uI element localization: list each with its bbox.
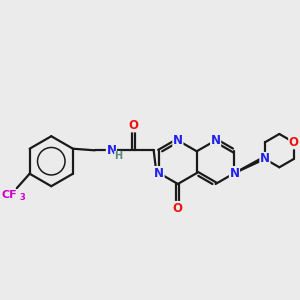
Text: N: N	[260, 152, 270, 166]
Text: O: O	[129, 119, 139, 132]
Text: 3: 3	[20, 193, 25, 202]
Text: N: N	[106, 144, 116, 157]
Text: N: N	[230, 167, 239, 180]
Text: N: N	[173, 134, 183, 147]
Text: CF: CF	[2, 190, 17, 200]
Text: H: H	[114, 151, 122, 161]
Text: O: O	[289, 136, 299, 149]
Text: N: N	[211, 134, 220, 147]
Text: N: N	[154, 167, 164, 180]
Text: O: O	[173, 202, 183, 214]
